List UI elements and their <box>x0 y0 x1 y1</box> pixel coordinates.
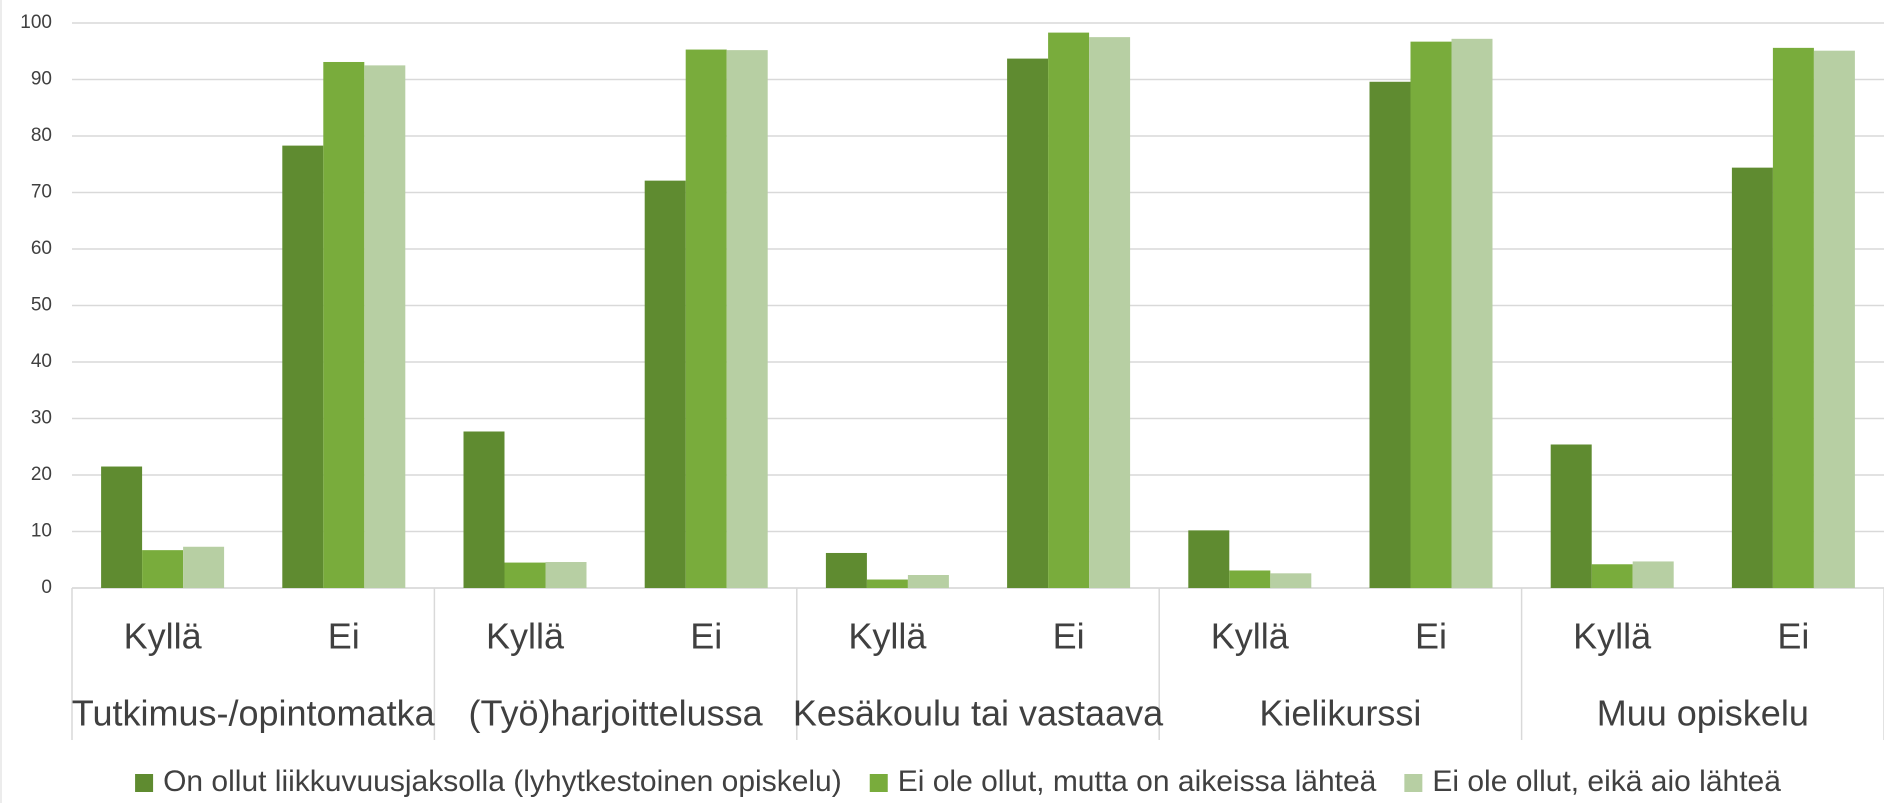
bar <box>1550 444 1592 588</box>
bar <box>1089 37 1131 588</box>
x-tick-label: Kyllä <box>1573 616 1652 657</box>
x-tick-label: Kyllä <box>848 616 927 657</box>
x-tick-label: Ei <box>1415 616 1447 657</box>
group-label: (Työ)harjoittelussa <box>469 693 764 734</box>
bar <box>1270 573 1312 588</box>
bar <box>685 49 727 589</box>
bar <box>364 65 406 588</box>
x-tick-label: Ei <box>1777 616 1809 657</box>
bar <box>142 550 184 588</box>
bar <box>1632 561 1674 588</box>
bar <box>907 575 949 588</box>
bar <box>644 180 686 588</box>
bar <box>866 579 908 588</box>
bar <box>1410 41 1452 588</box>
bar <box>1369 81 1411 588</box>
bar <box>101 466 143 588</box>
bar <box>1731 167 1773 588</box>
group-label: Kesäkoulu tai vastaava <box>793 693 1164 734</box>
group-label: Muu opiskelu <box>1597 693 1809 734</box>
legend-label: Ei ole ollut, mutta on aikeissa lähteä <box>898 765 1377 798</box>
legend-swatch <box>135 774 154 792</box>
bar <box>1048 32 1090 589</box>
x-tick-label: Ei <box>328 616 360 657</box>
x-tick-label: Kyllä <box>1211 616 1290 657</box>
bar <box>1772 47 1814 589</box>
bar <box>1229 570 1271 588</box>
y-tick-label: 40 <box>31 351 52 372</box>
y-tick-label: 30 <box>31 408 52 429</box>
group-label: Tutkimus-/opintomatka <box>72 693 436 734</box>
y-tick-label: 60 <box>31 238 52 259</box>
x-tick-label: Kyllä <box>486 616 565 657</box>
legend-swatch <box>869 774 888 792</box>
y-tick-label: 90 <box>31 69 52 90</box>
y-tick-label: 100 <box>20 12 52 33</box>
legend-label: Ei ole ollut, eikä aio lähteä <box>1432 765 1781 798</box>
bar <box>463 431 505 588</box>
legend-swatch <box>1404 774 1423 792</box>
y-tick-label: 10 <box>31 521 52 542</box>
bar <box>282 145 324 589</box>
bar <box>1451 38 1493 588</box>
y-tick-label: 70 <box>31 182 52 203</box>
x-tick-label: Ei <box>1053 616 1085 657</box>
bar <box>1188 530 1230 588</box>
bar <box>323 61 365 589</box>
y-tick-label: 50 <box>31 295 52 316</box>
bar <box>726 50 768 589</box>
x-tick-label: Ei <box>690 616 722 657</box>
group-label: Kielikurssi <box>1259 693 1421 734</box>
bar <box>825 552 867 588</box>
bar <box>183 546 225 588</box>
bar <box>504 562 546 588</box>
legend-label: On ollut liikkuvuusjaksolla (lyhytkestoi… <box>163 765 842 798</box>
x-tick-label: Kyllä <box>124 616 203 657</box>
y-tick-label: 20 <box>31 464 52 485</box>
bar <box>1007 58 1049 589</box>
bar <box>1813 50 1855 589</box>
bar <box>545 562 587 588</box>
y-tick-label: 80 <box>31 125 52 146</box>
y-tick-label: 0 <box>41 577 52 598</box>
bar <box>1591 564 1633 588</box>
